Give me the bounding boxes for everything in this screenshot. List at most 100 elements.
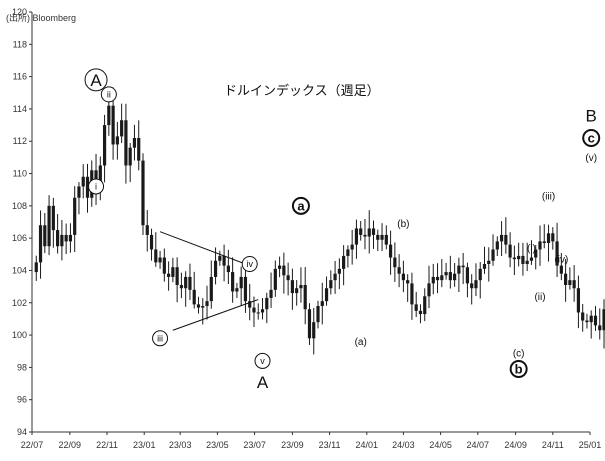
candle-body bbox=[188, 276, 192, 290]
candle-body bbox=[162, 257, 166, 274]
wave-circle bbox=[291, 196, 310, 215]
x-tick-label: 22/07 bbox=[21, 440, 44, 450]
wave-circle bbox=[509, 360, 528, 378]
candle-body bbox=[256, 312, 260, 314]
wave-label-text: (v) bbox=[585, 153, 597, 164]
wave-label-text: A bbox=[90, 71, 102, 90]
candle-body bbox=[406, 280, 410, 284]
wave-label-text: a bbox=[297, 198, 305, 213]
wave-label-circled: v bbox=[254, 352, 271, 369]
candle-body bbox=[576, 288, 581, 313]
triangle-upper-line bbox=[159, 231, 255, 268]
x-tick-label: 24/05 bbox=[429, 440, 452, 450]
candle-body bbox=[145, 225, 149, 235]
candle-body bbox=[277, 265, 282, 269]
x-tick-label: 23/05 bbox=[206, 440, 229, 450]
wave-circle bbox=[88, 178, 105, 195]
candle-body bbox=[529, 257, 534, 261]
candle-body bbox=[260, 309, 265, 313]
candle-body bbox=[508, 244, 512, 258]
triangle-lower-line bbox=[172, 299, 259, 331]
candle-body bbox=[337, 268, 341, 274]
candle-body bbox=[487, 260, 491, 264]
wave-label-text: (i) bbox=[527, 243, 536, 254]
candle-body bbox=[504, 234, 508, 245]
wave-label-text: (a) bbox=[355, 337, 367, 348]
wave-label-text: A bbox=[257, 373, 269, 392]
candle-body bbox=[423, 296, 427, 315]
wave-labels: AiiiiiiivvAa(b)(a)(c)b(i)(ii)(iii)(iv)(v… bbox=[84, 68, 601, 392]
wave-label-text: (c) bbox=[513, 348, 525, 359]
x-tick-label: 22/09 bbox=[59, 440, 82, 450]
candle-body bbox=[312, 322, 316, 339]
candle-body bbox=[282, 265, 286, 276]
wave-label-circled: ii bbox=[100, 86, 117, 103]
candle-body bbox=[269, 289, 273, 298]
y-tick-label: 114 bbox=[13, 104, 27, 114]
wave-circle bbox=[84, 68, 108, 92]
x-tick-label: 24/07 bbox=[467, 440, 490, 450]
candle-body bbox=[295, 288, 299, 294]
candle-body bbox=[453, 273, 457, 281]
candle-body bbox=[521, 255, 525, 264]
source-note: (出所) Bloomberg bbox=[6, 12, 76, 23]
y-tick-label: 120 bbox=[12, 7, 27, 17]
wave-label-circled: i bbox=[88, 178, 105, 195]
candle-body bbox=[538, 241, 542, 250]
candle-body bbox=[248, 301, 252, 308]
candle-body bbox=[546, 233, 551, 243]
candle-body bbox=[47, 205, 51, 247]
candle-body bbox=[525, 260, 529, 264]
candle-body bbox=[154, 249, 158, 263]
x-tick-label: 23/01 bbox=[133, 440, 156, 450]
y-tick-label: 110 bbox=[13, 169, 27, 179]
candle-body bbox=[593, 315, 598, 326]
candle-body bbox=[184, 276, 188, 289]
y-tick-label: 116 bbox=[13, 72, 27, 82]
candle-body bbox=[346, 249, 350, 256]
y-tick-label: 94 bbox=[17, 427, 27, 437]
wave-circle bbox=[254, 352, 271, 369]
y-tick-label: 96 bbox=[17, 395, 27, 405]
wave-circle bbox=[100, 86, 117, 103]
candle-body bbox=[380, 234, 384, 240]
candle-body bbox=[111, 105, 115, 145]
candle-body bbox=[222, 255, 226, 266]
candle-body bbox=[512, 257, 516, 260]
candle-body bbox=[568, 280, 572, 285]
candle-body bbox=[303, 285, 307, 310]
candle-body bbox=[581, 312, 585, 321]
candle-body bbox=[98, 165, 102, 190]
candle-body bbox=[209, 276, 213, 302]
trendlines bbox=[159, 231, 259, 331]
candle-body bbox=[320, 301, 324, 306]
candle-body bbox=[34, 262, 38, 273]
candle-body bbox=[474, 280, 478, 289]
candle-body bbox=[534, 249, 538, 258]
candle-body bbox=[564, 273, 568, 285]
candle-body bbox=[196, 304, 201, 308]
candle-body bbox=[376, 234, 380, 240]
wave-label-text: ii bbox=[107, 90, 111, 100]
candle-body bbox=[542, 241, 546, 243]
wave-label-circled: b bbox=[509, 360, 528, 378]
axes: 94 96 98 100 102 104 106 108 110 112 114 116 118 120 2… bbox=[12, 7, 601, 450]
candle-body bbox=[107, 105, 111, 126]
candle-body bbox=[252, 307, 256, 313]
x-tick-label: 23/09 bbox=[281, 440, 304, 450]
wave-label-circled: iii bbox=[152, 330, 169, 347]
candle-body bbox=[316, 306, 320, 323]
candle-body bbox=[167, 273, 171, 277]
candle-body bbox=[333, 273, 337, 281]
candle-body bbox=[175, 267, 179, 285]
wave-label-text: iv bbox=[246, 259, 253, 269]
wave-label-text: (b) bbox=[397, 219, 409, 230]
candle-body bbox=[137, 138, 141, 161]
candle-body bbox=[102, 125, 107, 166]
wave-label-text: (iii) bbox=[542, 192, 555, 203]
y-tick-label: 98 bbox=[17, 362, 27, 372]
candle-body bbox=[324, 288, 329, 302]
candle-body bbox=[384, 234, 388, 245]
candles bbox=[34, 87, 605, 355]
candle-body bbox=[359, 228, 363, 235]
